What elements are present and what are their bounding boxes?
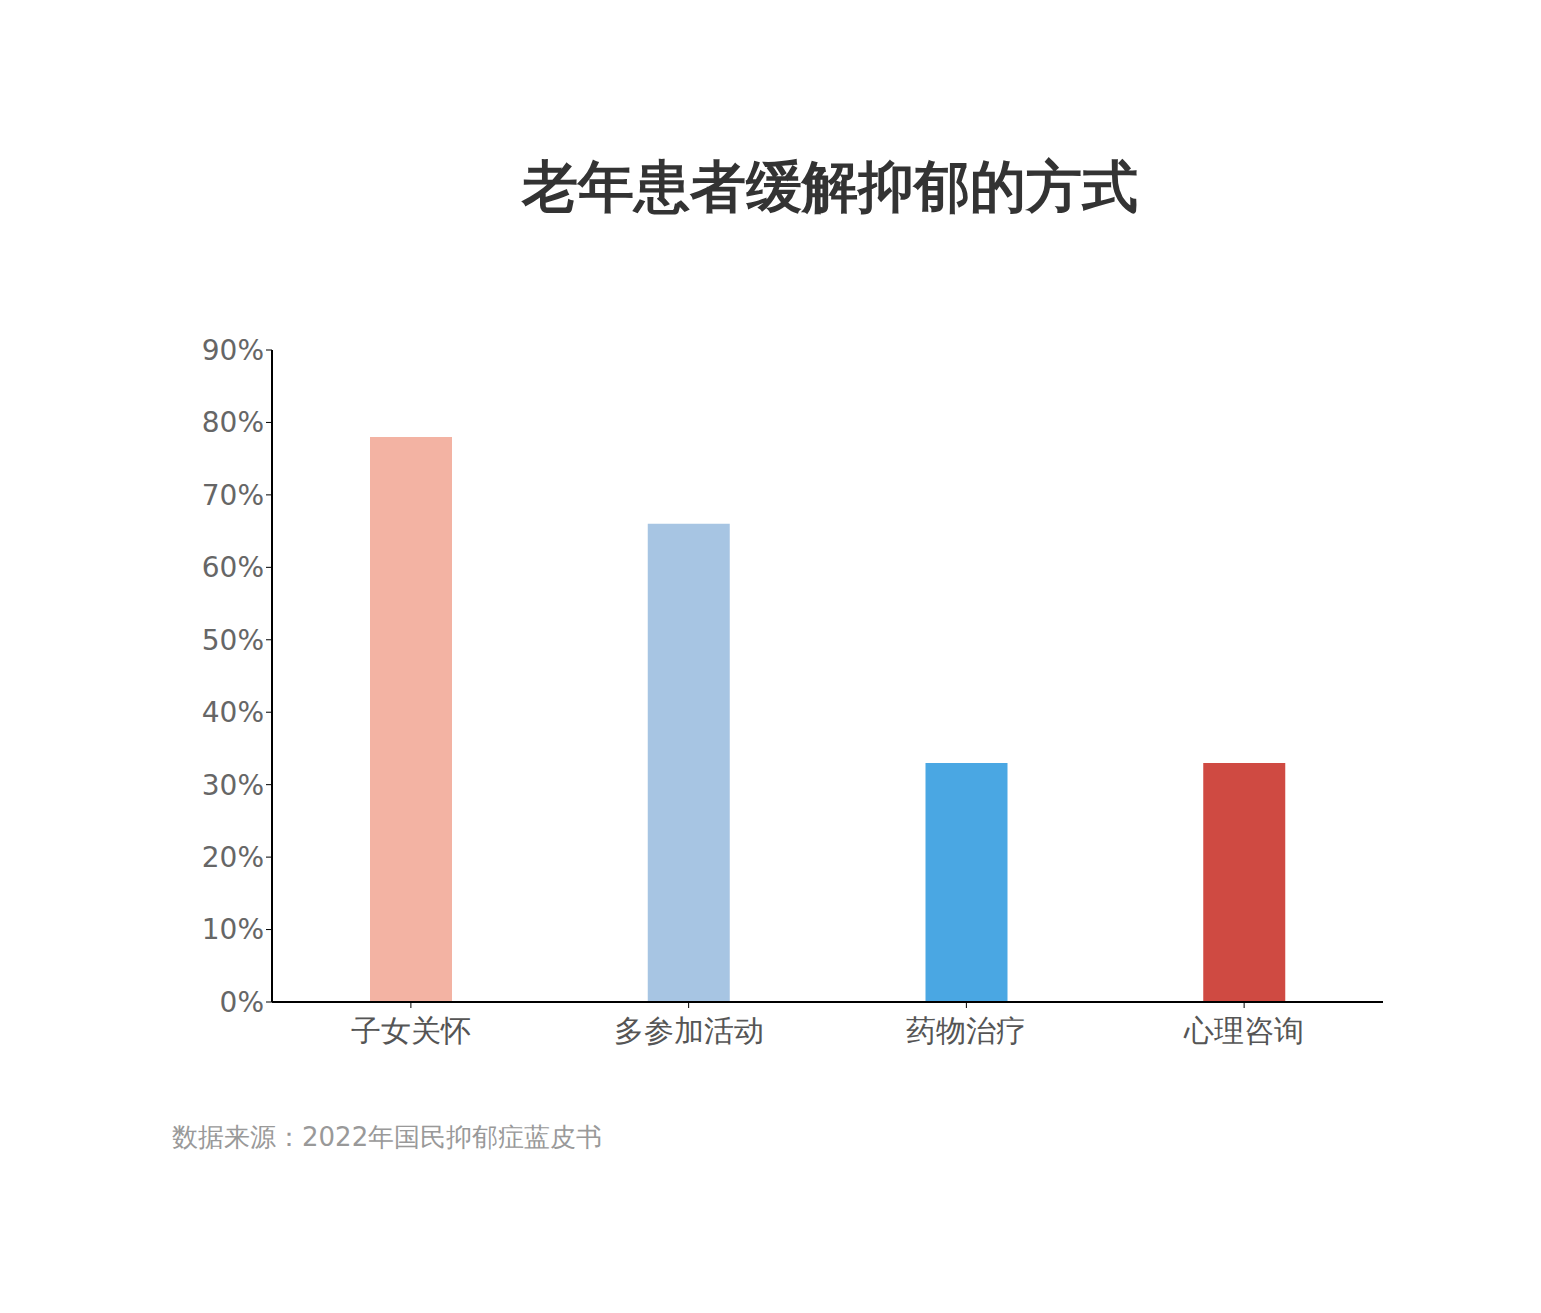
html-text:数据来源：2022年国民抑郁症蓝皮书: 数据来源：2022年国民抑郁症蓝皮书	[172, 1122, 603, 1152]
svg-text:10%: 10%	[202, 913, 264, 946]
svg-text:70%: 70%	[202, 479, 264, 512]
svg-text:子女关怀: 子女关怀	[351, 1013, 471, 1048]
svg-text:90%: 90%	[202, 334, 264, 367]
svg-text:50%: 50%	[202, 624, 264, 657]
svg-text:40%: 40%	[202, 696, 264, 729]
html-text:老年患者缓解抑郁的方式: 老年患者缓解抑郁的方式	[522, 154, 1138, 219]
svg-text:80%: 80%	[202, 406, 264, 439]
svg-text:60%: 60%	[202, 551, 264, 584]
svg-text:20%: 20%	[202, 841, 264, 874]
svg-text:0%: 0%	[220, 986, 264, 1019]
svg-text:多参加活动: 多参加活动	[614, 1013, 764, 1048]
svg-text:心理咨询: 心理咨询	[1183, 1013, 1304, 1048]
svg-text:药物治疗: 药物治疗	[906, 1013, 1026, 1048]
svg-text:30%: 30%	[202, 769, 264, 802]
